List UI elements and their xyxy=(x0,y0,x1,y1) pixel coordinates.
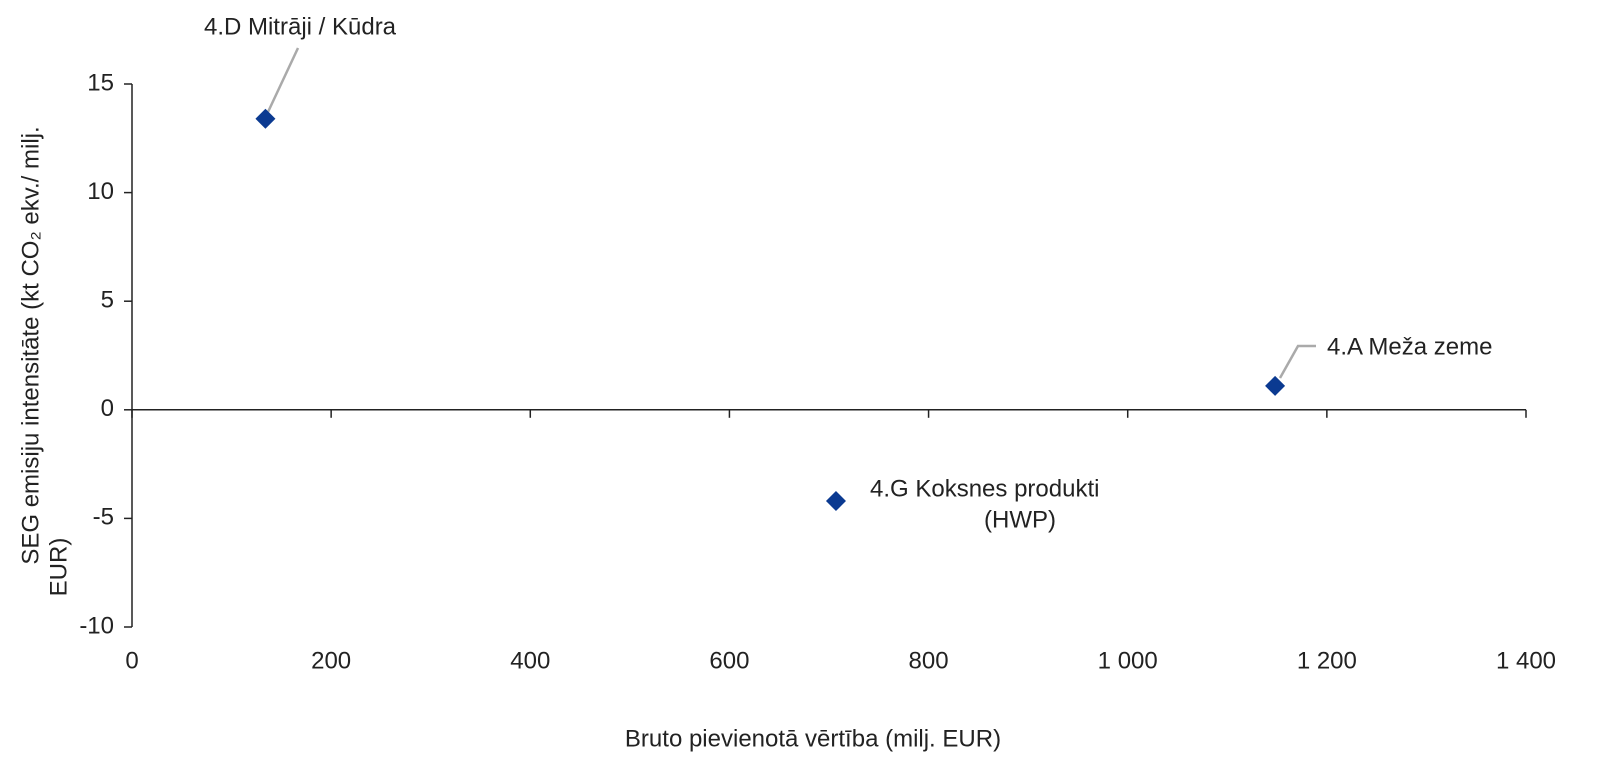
point xyxy=(825,491,846,512)
y-tick-label: 0 xyxy=(101,395,114,422)
x-tick-label: 800 xyxy=(909,647,949,674)
x-tick-label: 1 200 xyxy=(1297,647,1357,674)
y-tick-label: 10 xyxy=(87,178,114,205)
point-label: 4.A Meža zeme xyxy=(1327,333,1492,360)
x-tick-label: 1 400 xyxy=(1496,647,1556,674)
x-tick-label: 1 000 xyxy=(1098,647,1158,674)
x-tick-label: 400 xyxy=(510,647,550,674)
y-tick-label: 5 xyxy=(101,287,114,314)
y-tick-label: -5 xyxy=(93,504,114,531)
x-tick-label: 200 xyxy=(311,647,351,674)
x-axis-label: Bruto pievienotā vērtība (milj. EUR) xyxy=(625,725,1001,752)
y-tick-label: -10 xyxy=(79,612,114,639)
point-label: (HWP) xyxy=(984,506,1056,533)
point xyxy=(1265,375,1286,396)
point xyxy=(255,108,276,129)
x-tick-label: 0 xyxy=(125,647,138,674)
y-tick-label: 15 xyxy=(87,69,114,96)
x-tick-label: 600 xyxy=(709,647,749,674)
leader-line xyxy=(266,47,300,113)
y-axis-label: EUR) xyxy=(45,538,72,597)
point-label: 4.G Koksnes produkti xyxy=(870,475,1099,502)
y-axis-label: SEG emisiju intensitāte (kt CO₂ ekv./ mi… xyxy=(17,126,44,564)
leader-line xyxy=(1278,344,1316,379)
point-label: 4.D Mitrāji / Kūdra xyxy=(204,13,397,40)
